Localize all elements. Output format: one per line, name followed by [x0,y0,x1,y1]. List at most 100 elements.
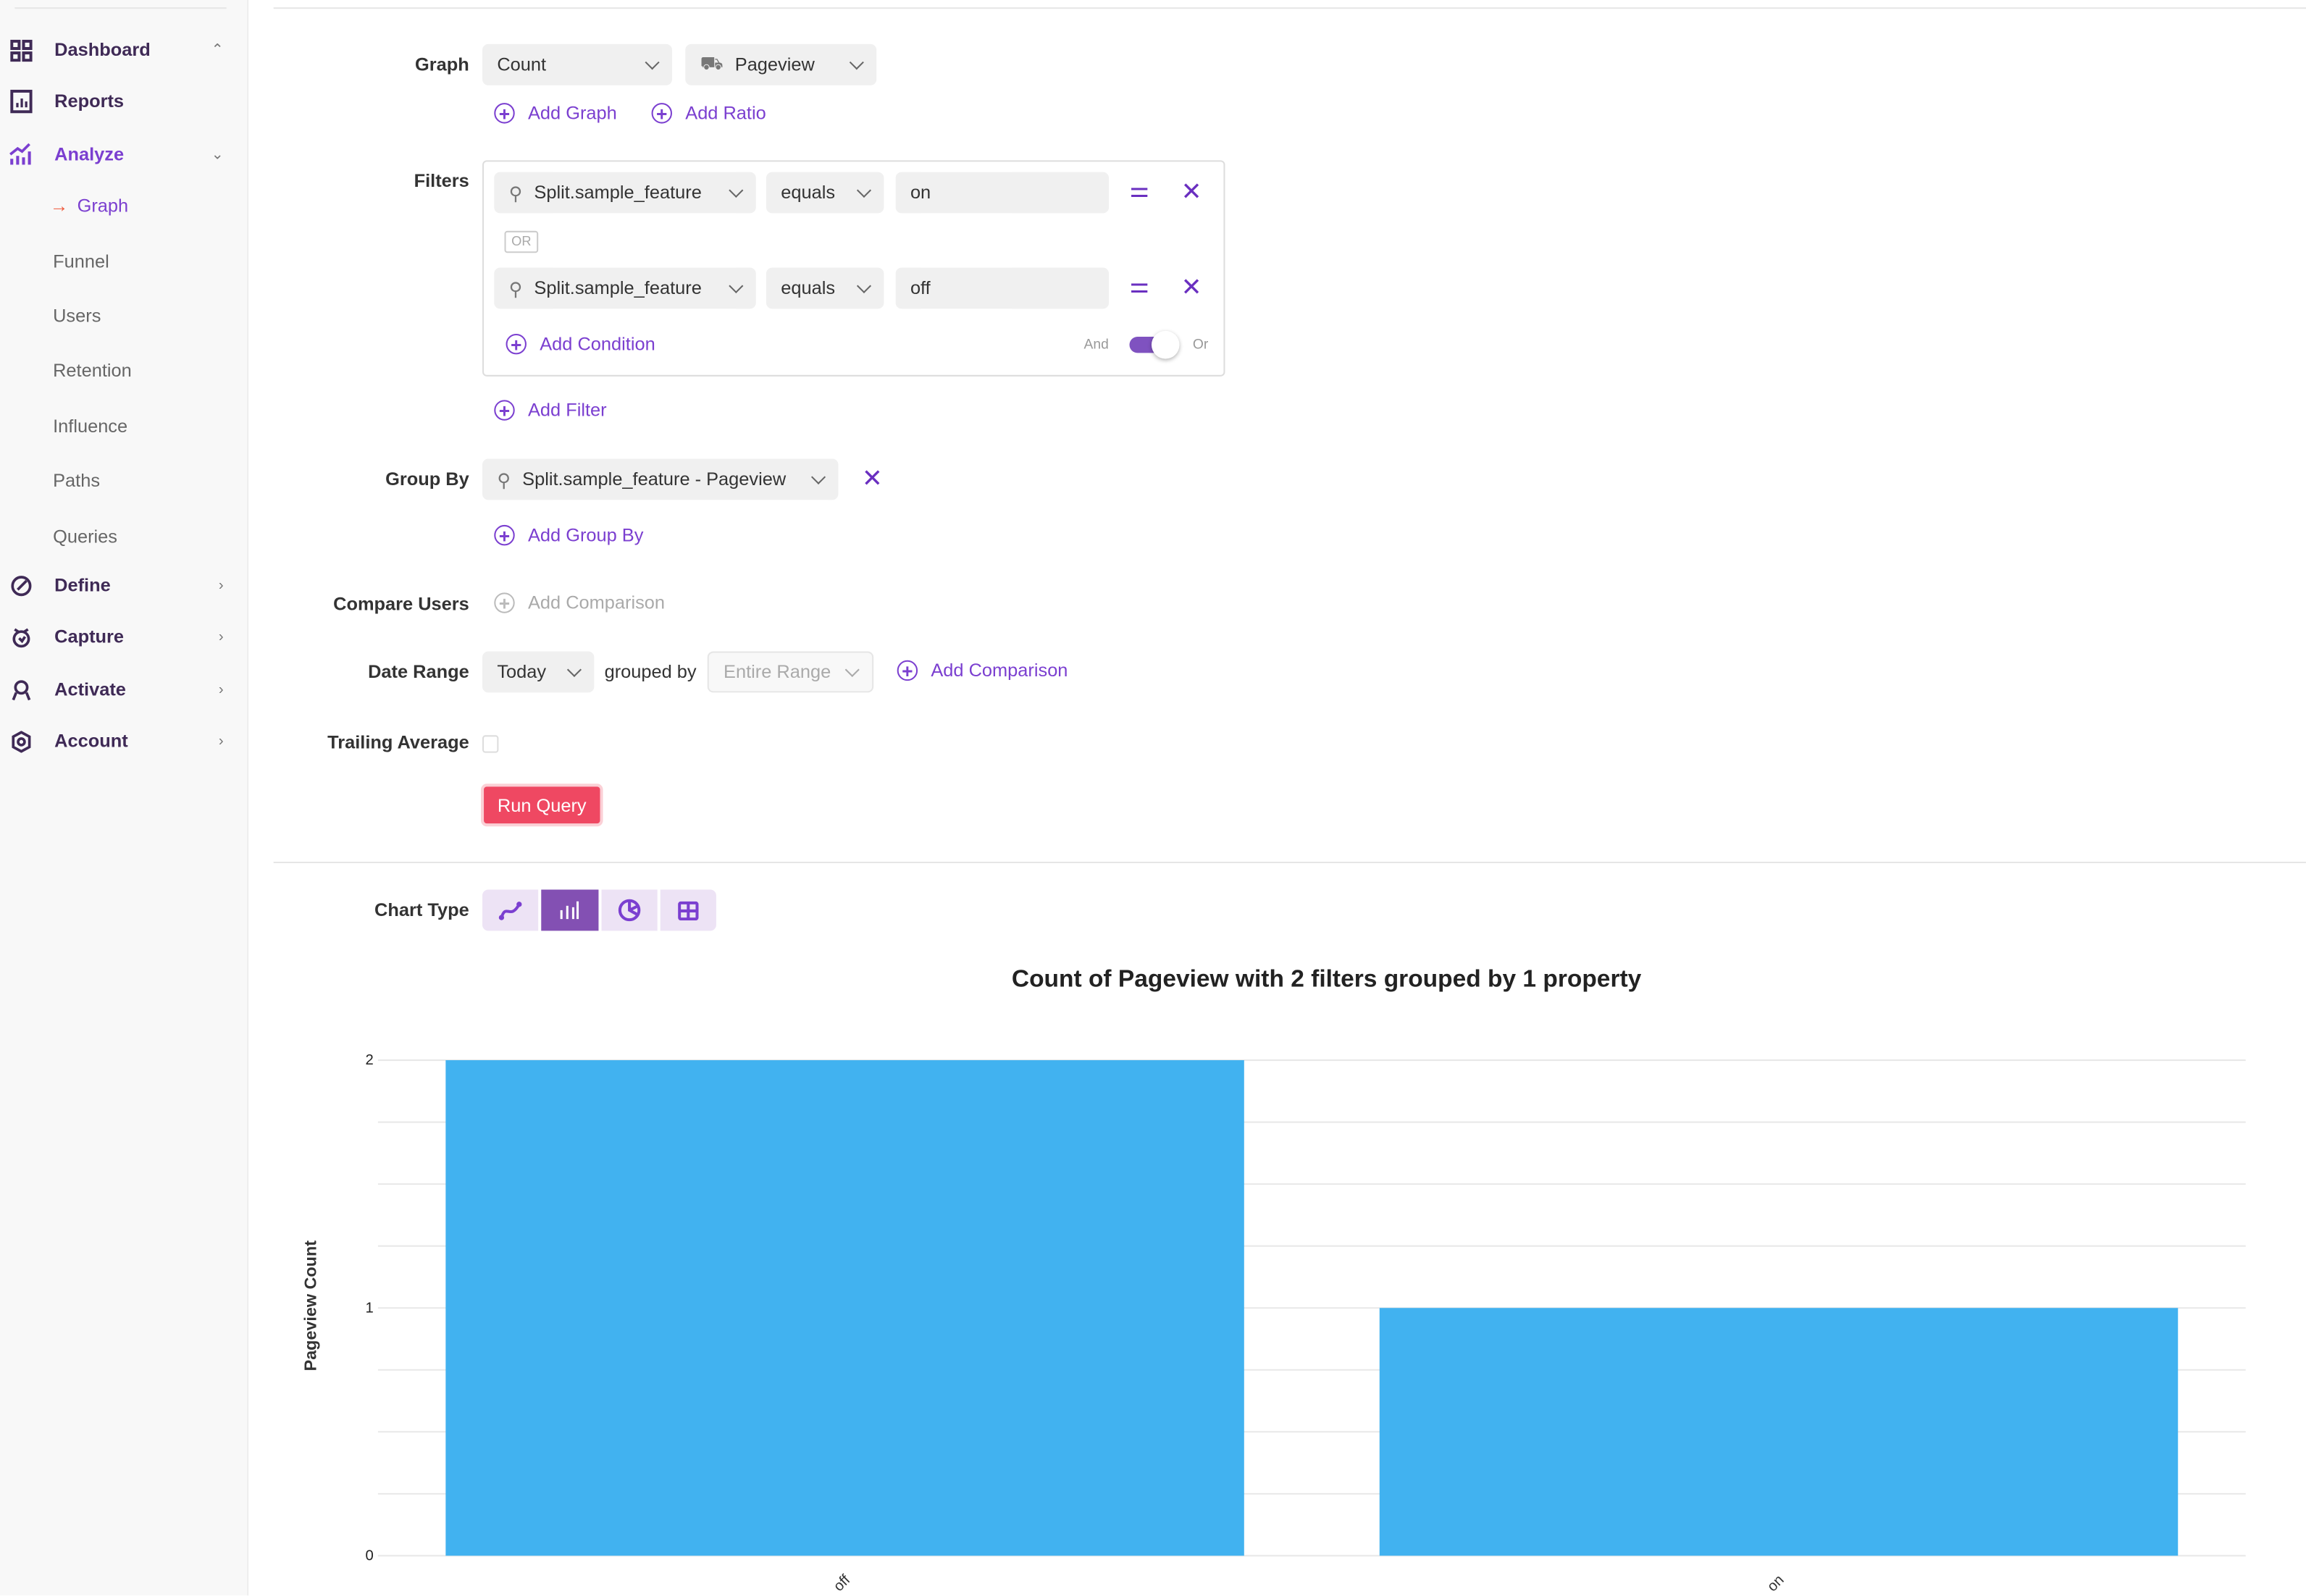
date-range-value: Today [497,661,547,683]
plus-circle-icon: + [494,592,515,613]
add-graph-button[interactable]: + Add Graph [494,103,617,124]
plus-circle-icon: + [494,524,515,546]
graph-label: Graph [415,54,469,75]
plus-circle-icon: + [897,660,918,681]
chart-type-line-button[interactable] [482,889,539,931]
filter-property-value: Split.sample_feature [534,277,702,299]
sliders-icon[interactable]: ⚌ [1129,177,1149,203]
bar-chart-icon [561,901,579,920]
sidebar-item-reports[interactable]: Reports [9,87,223,117]
filter-operator-select[interactable]: equals [766,172,884,214]
bar-off [445,1060,1244,1556]
filter-property-select[interactable]: ⚲ Split.sample_feature [494,267,756,309]
table-icon [677,900,699,920]
group-by-label: Group By [385,469,469,490]
chevron-down-icon: ⌄ [211,146,224,163]
event-icon: ⛟ [700,53,724,74]
compare-users-label: Compare Users [333,594,469,615]
add-condition-button[interactable]: + Add Condition [506,333,655,355]
toggle-or-label: Or [1192,337,1209,353]
sidebar-item-define[interactable]: Define › [9,571,224,600]
sidebar-item-account[interactable]: Account › [9,726,224,756]
chart-type-bar-button[interactable] [541,889,598,931]
trailing-average-checkbox[interactable] [482,735,499,753]
metric-select[interactable]: Count [482,43,672,85]
property-icon: ⚲ [497,469,511,491]
chart-type-table-button[interactable] [660,889,716,931]
group-by-select[interactable]: ⚲ Split.sample_feature - Pageview [482,458,839,500]
close-icon[interactable]: ✕ [1181,177,1202,206]
add-condition-label: Add Condition [540,333,655,355]
sidebar-subitem-users[interactable]: Users [53,306,101,327]
chart-type-selector [482,889,716,931]
date-range-label: Date Range [368,661,469,683]
filter-value-input[interactable]: off [895,267,1110,309]
add-group-by-button[interactable]: + Add Group By [494,524,643,546]
sidebar: Dashboard ⌃ Reports Analyze ⌄ → Graph Fun… [0,0,249,1596]
sidebar-item-analyze[interactable]: Analyze ⌄ [9,140,224,169]
trailing-average-label: Trailing Average [327,732,469,753]
define-icon [9,574,32,597]
metric-value: Count [497,54,547,75]
date-range-select[interactable]: Today [482,651,595,693]
or-badge: OR [504,230,539,253]
chevron-right-icon: › [218,577,224,594]
sidebar-item-capture[interactable]: Capture › [9,622,224,652]
add-graph-label: Add Graph [527,103,617,124]
chart-type-label: Chart Type [374,899,469,921]
filter-property-select[interactable]: ⚲ Split.sample_feature [494,172,756,214]
y-tick-label: 0 [365,1547,373,1563]
close-icon[interactable]: ✕ [861,464,883,493]
sidebar-item-label: Activate [54,679,126,700]
filter-property-value: Split.sample_feature [534,182,702,203]
sidebar-item-dashboard[interactable]: Dashboard ⌃ [9,35,224,65]
sidebar-subitem-funnel[interactable]: Funnel [53,251,109,272]
chart-type-pie-button[interactable] [600,889,658,931]
close-icon[interactable]: ✕ [1181,273,1202,302]
filter-value: off [910,277,931,299]
divider [14,7,227,9]
sidebar-subitem-influence[interactable]: Influence [53,416,128,437]
divider [273,7,2306,9]
y-tick-label: 2 [365,1052,373,1068]
add-ratio-button[interactable]: + Add Ratio [651,103,766,124]
filter-value-input[interactable]: on [895,172,1110,214]
and-or-toggle[interactable] [1129,330,1180,359]
toggle-and-label: And [1083,337,1109,353]
chevron-updown-icon: ⌃ [211,41,224,59]
sidebar-subitem-queries[interactable]: Queries [53,526,118,547]
filter-operator-select[interactable]: equals [766,267,884,309]
arrow-right-icon: → [50,196,69,217]
plus-circle-icon: + [506,333,527,355]
plus-circle-icon: + [651,103,672,124]
grouped-by-select[interactable]: Entire Range [707,651,874,693]
x-tick-label: on [1764,1572,1787,1595]
sidebar-item-activate[interactable]: Activate › [9,675,224,705]
plus-circle-icon: + [494,103,515,124]
divider [273,861,2306,863]
capture-icon [9,625,32,648]
grouped-by-label: grouped by [604,661,697,683]
event-select[interactable]: ⛟ Pageview [685,43,877,85]
add-comparison-disabled-button[interactable]: + Add Comparison [494,592,665,613]
sliders-icon[interactable]: ⚌ [1129,273,1149,299]
grid-icon [9,38,32,62]
sidebar-subitem-graph[interactable]: → Graph [50,196,128,216]
sidebar-item-label: Dashboard [54,39,151,61]
add-comparison-button[interactable]: + Add Comparison [897,660,1068,681]
group-by-value: Split.sample_feature - Pageview [522,469,787,490]
event-value: Pageview [734,54,815,75]
filter-operator-value: equals [781,277,836,299]
run-query-button[interactable]: Run Query [481,784,603,827]
add-comparison-label: Add Comparison [527,592,666,613]
chevron-right-icon: › [218,681,224,698]
grouped-by-value: Entire Range [724,661,831,683]
sidebar-item-label: Analyze [54,143,125,165]
add-ratio-label: Add Ratio [685,103,766,124]
add-filter-button[interactable]: + Add Filter [494,400,607,421]
chart-title: Count of Pageview with 2 filters grouped… [1011,966,1642,993]
sidebar-subitem-paths[interactable]: Paths [53,470,101,492]
sidebar-subitem-label: Graph [77,196,129,217]
sidebar-subitem-retention[interactable]: Retention [53,360,132,381]
